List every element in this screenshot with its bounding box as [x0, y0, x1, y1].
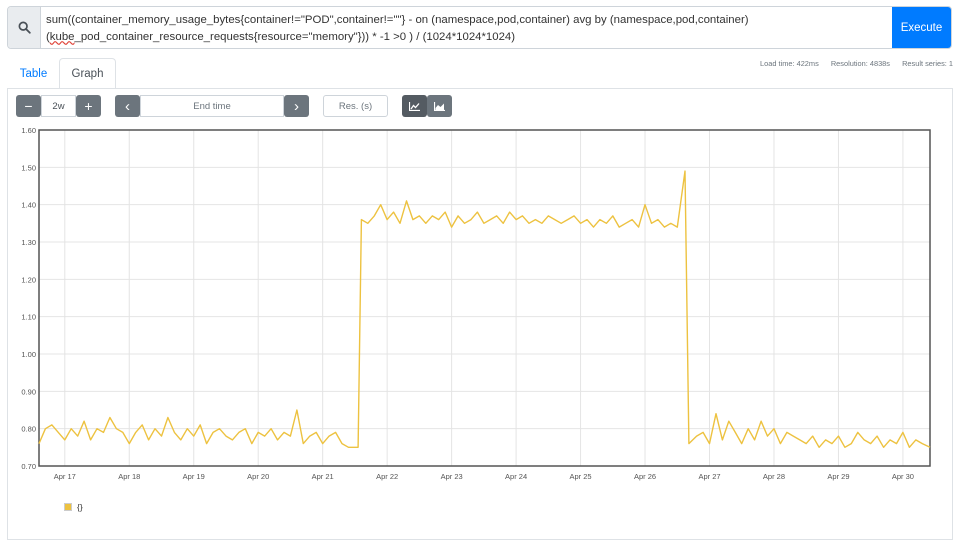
query-bar: sum((container_memory_usage_bytes{contai…: [7, 6, 952, 49]
end-time-forward-button[interactable]: ›: [284, 95, 309, 117]
tab-table[interactable]: Table: [19, 67, 48, 80]
range-input[interactable]: 2w: [41, 95, 76, 117]
query-line-1: sum((container_memory_usage_bytes{contai…: [46, 14, 749, 26]
range-increase-button[interactable]: +: [76, 95, 101, 117]
range-decrease-button[interactable]: −: [16, 95, 41, 117]
execute-button[interactable]: Execute: [892, 7, 951, 48]
resolution: Resolution: 4838s: [830, 59, 890, 68]
query-line-2-rest: _pod_container_resource_requests{resourc…: [74, 30, 516, 43]
graph-panel: [7, 88, 953, 540]
search-icon: [8, 7, 41, 48]
legend-swatch: [64, 503, 72, 511]
end-time-back-button[interactable]: ‹: [115, 95, 140, 117]
result-series: Result series: 1: [902, 59, 953, 68]
query-spellcheck-word: kube: [49, 30, 75, 43]
legend-label: {}: [77, 502, 83, 512]
tab-graph[interactable]: Graph: [59, 58, 116, 89]
legend[interactable]: {}: [64, 502, 83, 512]
end-time-input[interactable]: End time: [140, 95, 284, 117]
stacked-area-chart-icon[interactable]: [427, 95, 452, 117]
resolution-input[interactable]: Res. (s): [323, 95, 388, 117]
query-input[interactable]: sum((container_memory_usage_bytes{contai…: [46, 12, 886, 45]
query-line-2-prefix: (: [46, 30, 50, 43]
query-stats: Load time: 422ms Resolution: 4838s Resul…: [750, 59, 953, 68]
line-chart-icon[interactable]: [402, 95, 427, 117]
load-time: Load time: 422ms: [760, 59, 819, 68]
